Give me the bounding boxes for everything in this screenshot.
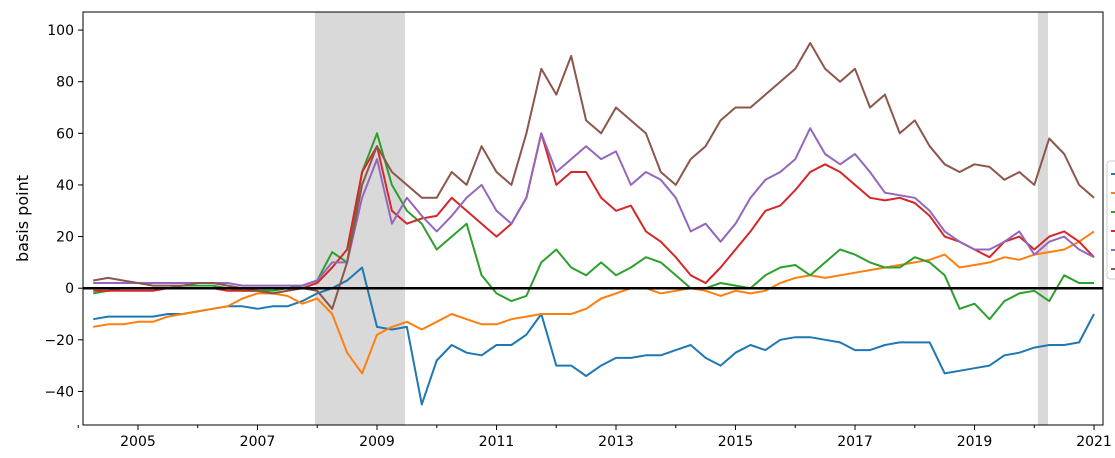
series-line — [93, 230, 1095, 375]
x-tick-label: 2015 — [718, 434, 754, 450]
y-tick-label: 100 — [47, 23, 74, 39]
x-tick-label: 2021 — [1076, 434, 1112, 450]
y-tick-label: −40 — [44, 384, 74, 400]
legend-box — [1106, 160, 1115, 280]
x-tick-label: 2017 — [837, 434, 873, 450]
x-tick-label: 2009 — [359, 434, 395, 450]
series-line — [93, 266, 1095, 406]
y-tick-label: 80 — [56, 75, 74, 91]
y-axis-label: basis point — [13, 175, 32, 262]
series-line — [93, 127, 1095, 287]
x-tick-label: 2005 — [120, 434, 156, 450]
y-tick-label: 40 — [56, 178, 74, 194]
x-tick-label: 2013 — [598, 434, 634, 450]
x-tick-label: 2011 — [479, 434, 515, 450]
y-tick-label: 0 — [65, 281, 74, 297]
x-tick-label: 2019 — [957, 434, 993, 450]
plot-frame — [82, 11, 1104, 426]
y-tick-label: 60 — [56, 126, 74, 142]
recession-span — [1037, 12, 1049, 425]
y-tick-label: −20 — [44, 333, 74, 349]
x-tick-label: 2007 — [240, 434, 276, 450]
series-line — [93, 42, 1095, 310]
y-tick-label: 20 — [56, 230, 74, 246]
